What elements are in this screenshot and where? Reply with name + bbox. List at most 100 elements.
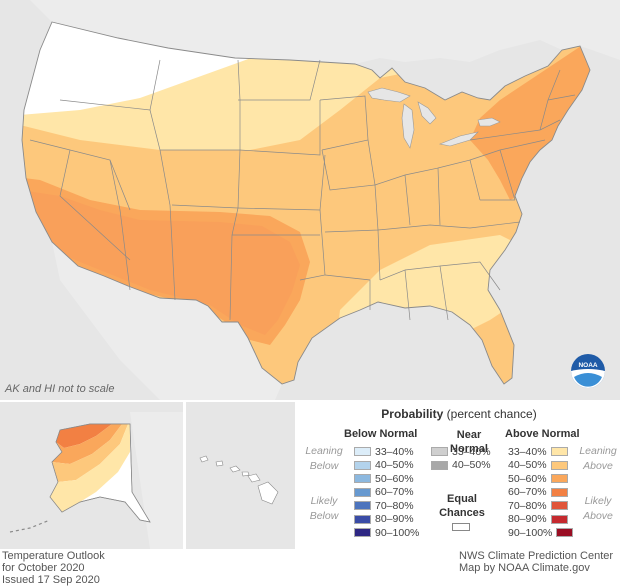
conus-temperature-map: NOAA [0, 0, 620, 400]
above-swatch [550, 460, 568, 470]
above-range-label: 50–60% [508, 472, 547, 485]
leaning-below-label: Leaning Below [302, 444, 346, 474]
above-row: 33–40% [508, 445, 568, 458]
below-swatch [354, 460, 371, 470]
above-row: 70–80% [508, 499, 568, 512]
noaa-logo: NOAA [571, 354, 605, 388]
outlook-caption: Temperature Outlook for October 2020 Iss… [2, 550, 105, 586]
above-range-label: 70–80% [508, 499, 547, 512]
leaning-below-line2: Below [309, 460, 339, 472]
leaning-below-line1: Leaning [305, 445, 343, 457]
alaska-outline [49, 423, 151, 523]
above-row: 90–100% [508, 526, 574, 539]
mexico-landmass [52, 242, 282, 400]
probability-legend: Probability (percent chance) Below Norma… [298, 402, 620, 549]
likely-below-label: Likely Below [302, 494, 346, 524]
above-range-label: 90–100% [508, 526, 553, 539]
great-lakes [367, 87, 501, 149]
below-swatch [354, 474, 371, 483]
above-swatch [550, 474, 568, 483]
leaning-above-line1: Leaning [579, 445, 617, 457]
above-swatch [550, 501, 568, 510]
below-range-label: 60–70% [375, 486, 414, 498]
legend-title: Probability (percent chance) [298, 407, 620, 421]
below-row: 33–40% [354, 445, 414, 458]
conus-outline [21, 21, 591, 385]
near-row: 33–40% [431, 445, 491, 458]
near-normal-heading: Near Normal [448, 428, 490, 456]
above-normal-heading: Above Normal [505, 428, 580, 440]
above-range-label: 40–50% [508, 459, 547, 471]
below-swatch [354, 528, 371, 537]
alaska-above-50-60 [52, 424, 122, 464]
likely-above-label: Likely Above [576, 494, 620, 524]
below-range-label: 33–40% [375, 445, 414, 458]
caption-line-3: Issued 17 Sep 2020 [2, 574, 100, 586]
near-range-label: 33–40% [452, 445, 491, 458]
hawaii-inset [186, 402, 295, 549]
below-range-label: 70–80% [375, 499, 414, 512]
equal-chances-line1: Equal [447, 493, 477, 505]
below-swatch [354, 447, 371, 456]
near-normal-line2: Normal [450, 443, 488, 455]
above-row: 80–90% [508, 513, 568, 525]
above-swatch [550, 487, 568, 497]
below-row: 50–60% [354, 472, 414, 485]
above-range-label: 33–40% [508, 445, 547, 458]
equal-chances-swatch [452, 523, 470, 531]
below-row: 90–100% [354, 526, 420, 539]
legend-title-rest: (percent chance) [443, 407, 537, 421]
near-normal-line1: Near [456, 429, 482, 441]
above-range-label: 60–70% [508, 486, 547, 498]
above-swatch [550, 514, 568, 524]
below-swatch [354, 501, 371, 510]
caption-line-1: Temperature Outlook [2, 550, 105, 562]
below-swatch [354, 514, 371, 524]
canada-landmass [0, 0, 620, 64]
above-swatch [550, 447, 568, 456]
below-row: 80–90% [354, 513, 414, 525]
hawaii-islands [199, 455, 279, 505]
scale-note: AK and HI not to scale [5, 383, 115, 395]
likely-above-line1: Likely [584, 495, 612, 507]
below-range-label: 50–60% [375, 472, 414, 485]
below-range-label: 90–100% [375, 526, 420, 539]
state-borders [29, 59, 576, 321]
leaning-above-line2: Above [583, 460, 613, 472]
above-row: 50–60% [508, 472, 568, 485]
alaska-above-33-40 [50, 424, 130, 512]
aleutian-islands [9, 519, 51, 533]
alaska-inset [0, 402, 183, 549]
above-50-60-southwest-core [22, 190, 300, 335]
credit-line-2: Map by NOAA Climate.gov [459, 562, 590, 574]
near-swatch [431, 447, 448, 456]
above-row: 60–70% [508, 486, 568, 498]
legend-title-bold: Probability [381, 407, 444, 421]
equal-chances-line2: Chances [439, 507, 485, 519]
leaning-above-label: Leaning Above [576, 444, 620, 474]
canada-yukon [130, 412, 183, 549]
likely-below-line2: Below [309, 510, 339, 522]
caption-line-2: for October 2020 [2, 562, 85, 574]
above-swatch [556, 528, 574, 537]
above-row: 40–50% [508, 459, 568, 471]
alaska-above-40-50 [52, 424, 128, 482]
near-swatch [431, 460, 448, 470]
equal-chances-heading: Equal Chances [437, 492, 487, 520]
above-range-label: 80–90% [508, 513, 547, 525]
near-range-label: 40–50% [452, 459, 491, 471]
below-normal-heading: Below Normal [344, 428, 418, 440]
near-row: 40–50% [431, 459, 491, 471]
below-range-label: 40–50% [375, 459, 414, 471]
below-swatch [354, 487, 371, 497]
likely-above-line2: Above [583, 510, 613, 522]
below-range-label: 80–90% [375, 513, 414, 525]
below-row: 40–50% [354, 459, 414, 471]
alaska-above-60-70 [56, 424, 112, 448]
credit-caption: NWS Climate Prediction Center Map by NOA… [459, 550, 613, 574]
credit-line-1: NWS Climate Prediction Center [459, 550, 614, 562]
below-row: 70–80% [354, 499, 414, 512]
below-row: 60–70% [354, 486, 414, 498]
noaa-logo-text: NOAA [578, 362, 597, 369]
likely-below-line1: Likely [310, 495, 338, 507]
